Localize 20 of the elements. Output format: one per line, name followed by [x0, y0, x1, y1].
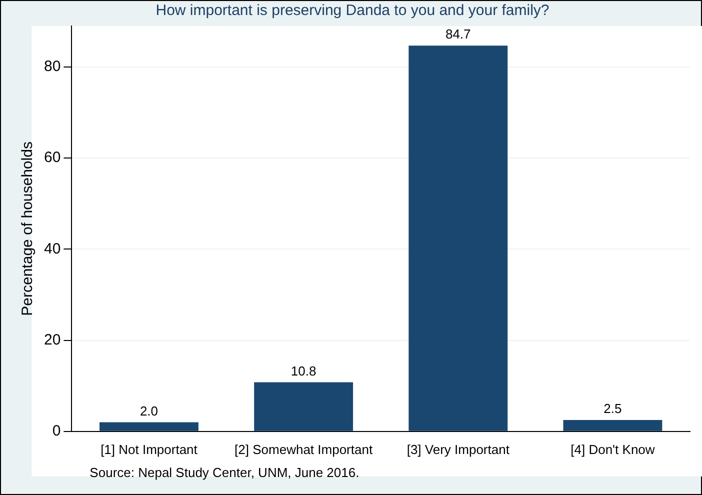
y-axis-title: Percentage of households [19, 142, 36, 316]
bar [254, 382, 354, 431]
x-tick-label: [3] Very Important [406, 442, 510, 457]
y-tick-label: 80 [44, 58, 61, 76]
y-tick-label: 40 [44, 240, 61, 258]
data-label: 10.8 [290, 363, 316, 378]
data-label: 84.7 [445, 26, 471, 42]
data-label: 2.0 [140, 403, 158, 418]
y-tick-label: 20 [44, 331, 61, 348]
source-note: Source: Nepal Study Center, UNM, June 2016. [90, 465, 360, 480]
x-tick-label: [1] Not Important [100, 442, 198, 457]
x-tick-label: [4] Don't Know [570, 442, 656, 457]
bar [408, 46, 508, 431]
x-tick-label: [2] Somewhat Important [234, 442, 373, 457]
bar [563, 420, 662, 431]
y-tick-label: 0 [52, 422, 61, 440]
y-tick-label: 60 [44, 149, 61, 166]
bar [100, 422, 198, 431]
data-label: 2.5 [604, 401, 622, 416]
chart-title: How important is preserving Danda to you and your family? [156, 2, 550, 20]
